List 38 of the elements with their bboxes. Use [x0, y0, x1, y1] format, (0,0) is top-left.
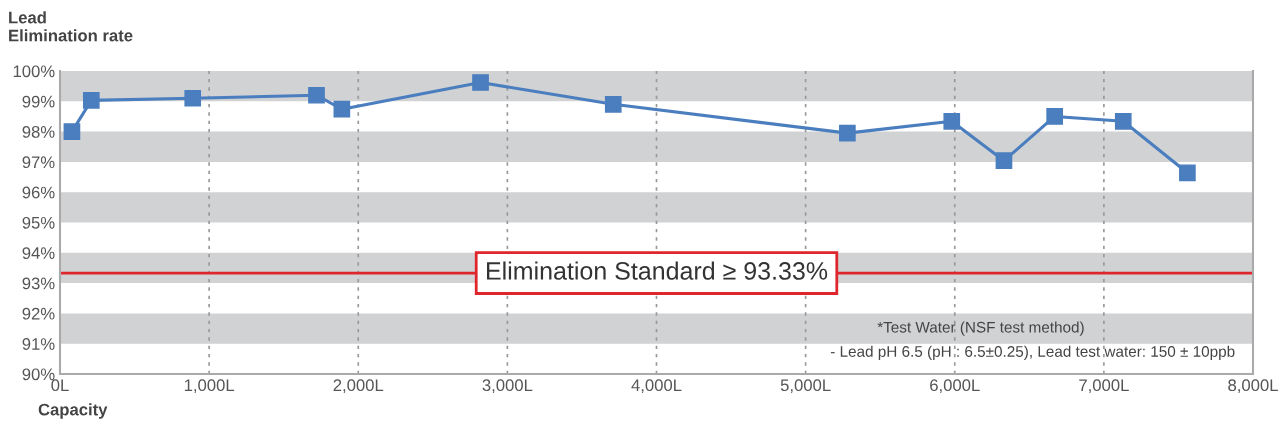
annotation: - Lead pH 6.5 (pH : 6.5±0.25), Lead test water: 150 ± 10ppb — [830, 345, 1235, 360]
x-axis-title: Capacity — [38, 403, 108, 419]
y-tick-label: 98% — [22, 126, 55, 138]
y-tick-label: 96% — [22, 186, 55, 199]
y-axis-title: Lead Elimination rate — [9, 11, 133, 42]
x-tick-label: 2,000L — [333, 379, 384, 394]
y-tick-label: 94% — [22, 247, 55, 259]
annotation: *Test Water (NSF test method) — [877, 321, 1084, 336]
point — [82, 92, 100, 109]
x-tick-label: 6,000L — [930, 379, 980, 394]
point — [604, 95, 622, 113]
y-tick-label: 91% — [22, 338, 55, 350]
point — [1046, 108, 1063, 125]
point — [1114, 112, 1132, 130]
y-tick-label: 93% — [22, 277, 55, 290]
y-tick-label: 100% — [13, 65, 55, 78]
x-tick-label: 7,000L — [1079, 379, 1129, 394]
x-tick-label: 4,000L — [631, 379, 682, 394]
x-tick-label: 1,000L — [184, 379, 235, 394]
point — [1179, 164, 1196, 182]
x-tick-label: 3,000L — [482, 379, 533, 394]
x-tick-label: 0L — [51, 379, 69, 392]
y-tick-label: 99% — [22, 95, 55, 108]
point — [943, 112, 961, 130]
point — [333, 100, 351, 118]
annotation: Elimination Standard ≥ 93.33% — [487, 261, 828, 280]
point — [839, 124, 856, 142]
x-tick-label: 5,000L — [780, 379, 831, 394]
point — [308, 86, 325, 104]
point — [184, 89, 202, 107]
point — [63, 123, 81, 140]
y-tick-label: 95% — [22, 216, 55, 229]
x-tick-label: 8,000L — [1228, 379, 1278, 394]
y-tick-label: 92% — [22, 307, 55, 320]
y-tick-label: 97% — [22, 156, 55, 169]
point — [995, 152, 1013, 170]
point — [472, 74, 489, 91]
y-tick-label: 90% — [22, 368, 55, 381]
